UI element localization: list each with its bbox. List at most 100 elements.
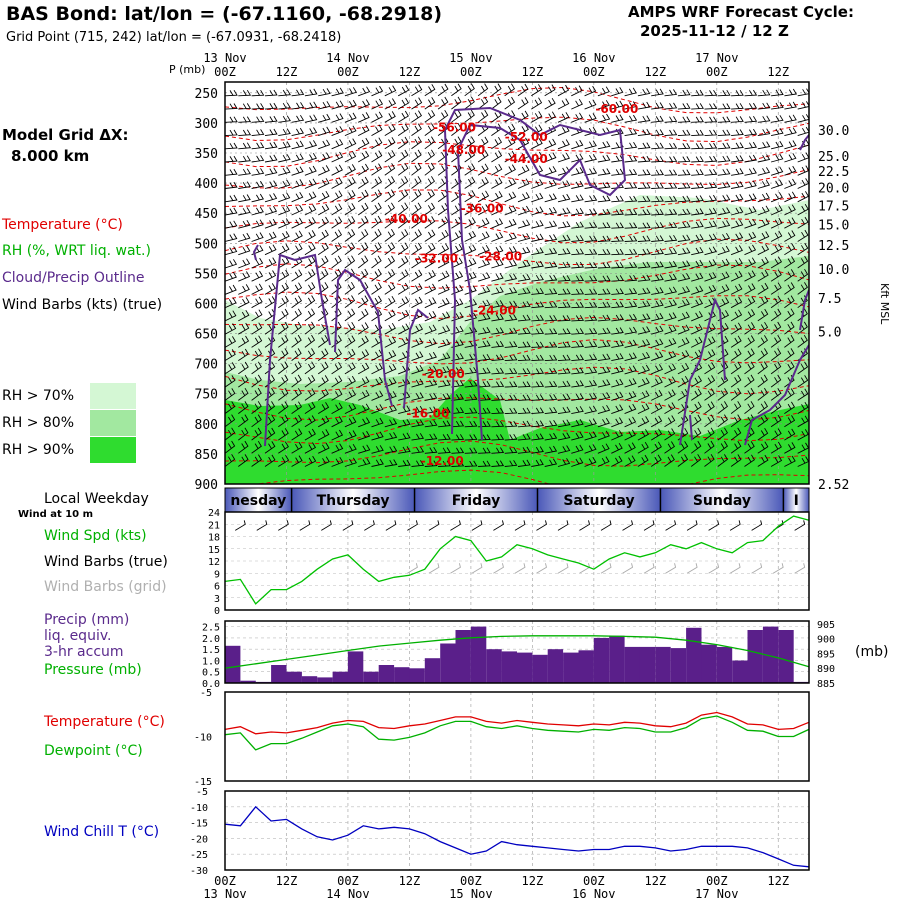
wind-barb (691, 103, 704, 110)
wind-barb (225, 89, 238, 97)
wind-barb (251, 103, 265, 110)
wind-barb (331, 443, 344, 454)
wind-barb (611, 275, 624, 282)
pressure-tick-label: 750 (195, 388, 218, 403)
wind-barb (464, 136, 475, 150)
wind-barb (690, 414, 702, 428)
precip-tick-label: 0.5 (202, 668, 220, 679)
wind-barb (717, 89, 731, 97)
wind-barb (517, 233, 531, 242)
wind-barb (411, 202, 422, 216)
wind-barb (397, 215, 409, 229)
wind-barb (531, 287, 545, 295)
precip-bar (517, 652, 533, 683)
wind-barb (451, 257, 463, 269)
wind-barb (278, 428, 289, 441)
pressure-tick-label: 550 (195, 267, 218, 282)
wind-barb (637, 300, 651, 309)
wind-barb (677, 273, 691, 282)
wind-barb (744, 454, 756, 467)
wind-barb (398, 459, 411, 467)
wind-barb (251, 440, 262, 454)
cloud-outline (264, 253, 331, 447)
wind-barb (770, 243, 783, 256)
wind-barb (730, 335, 742, 348)
precip-bar (532, 654, 548, 683)
wind-barb (677, 195, 691, 203)
wind-barb (451, 83, 462, 97)
wind-barb-true (729, 520, 741, 531)
wind-barb (637, 403, 650, 415)
wind-barb (557, 341, 571, 348)
wind-barb (225, 103, 238, 110)
wind-barb (664, 247, 678, 256)
wind-barb (438, 420, 451, 428)
wind-barb (531, 367, 545, 375)
wind-barb (438, 460, 451, 467)
wind-barb (571, 153, 584, 163)
wind-barb (691, 142, 704, 150)
wind-barb (291, 204, 304, 216)
wind-barb (584, 248, 598, 256)
wind-barb (411, 337, 424, 348)
wind-barb (451, 96, 462, 110)
wind-barb (717, 297, 730, 309)
wind-barb (624, 141, 638, 150)
wind-barb (304, 442, 317, 454)
wind-barb (264, 141, 278, 150)
wind-barb (730, 296, 743, 309)
wind-barb (358, 458, 371, 467)
wind-barb (757, 128, 771, 137)
wind-barb (384, 163, 396, 176)
wind-barb (424, 406, 438, 415)
wind-barb-grid (708, 563, 720, 574)
precip-bar (225, 645, 241, 683)
wind-barb (664, 221, 678, 229)
wind-barb (704, 155, 718, 163)
wind-barb (730, 270, 743, 282)
wind-barb (677, 260, 691, 269)
precip-bar (440, 643, 456, 683)
wind-barb (797, 203, 809, 216)
wind-barb (437, 243, 450, 256)
wind-barb (784, 191, 796, 203)
wind-barb (531, 151, 543, 163)
wind-barb (757, 269, 769, 282)
wind-barb (571, 235, 584, 242)
wind-barb (664, 312, 677, 322)
wind-barb (411, 176, 422, 189)
wind-barb (318, 113, 331, 123)
wind-barb (730, 374, 742, 388)
wind-barb (291, 166, 304, 176)
wind-barb (517, 137, 530, 150)
wind-barb (531, 407, 545, 415)
wind-barb (717, 388, 729, 401)
wind-barb (544, 341, 558, 348)
wind-barb (451, 407, 465, 415)
wind-barb (264, 167, 278, 176)
top-hour-label: 12Z (276, 65, 298, 79)
wind-barb (384, 176, 396, 189)
wind-barb (491, 96, 502, 110)
wind-barb (624, 455, 636, 467)
pressure-tick-label: 700 (195, 358, 218, 373)
wind-barb (451, 393, 465, 401)
wind-barb (584, 405, 598, 415)
rh-80-swatch (90, 410, 136, 436)
wind-barb-grid (450, 563, 461, 574)
wind-barb (491, 83, 502, 97)
wind-barb (624, 390, 637, 401)
wind-barb (584, 340, 598, 348)
wind-barb (637, 390, 650, 401)
wind-barb (491, 381, 505, 388)
wind-barb (251, 129, 265, 137)
top-hour-label: 00Z (706, 65, 728, 79)
wind-barb (478, 340, 491, 348)
wind-barb (291, 321, 302, 335)
wind-barb (278, 102, 291, 110)
height-tick-label: 10.0 (818, 263, 849, 278)
wind-barb (438, 366, 451, 375)
wind-barb (637, 128, 651, 137)
wind-barb (651, 299, 664, 309)
wind-barb (357, 137, 370, 150)
